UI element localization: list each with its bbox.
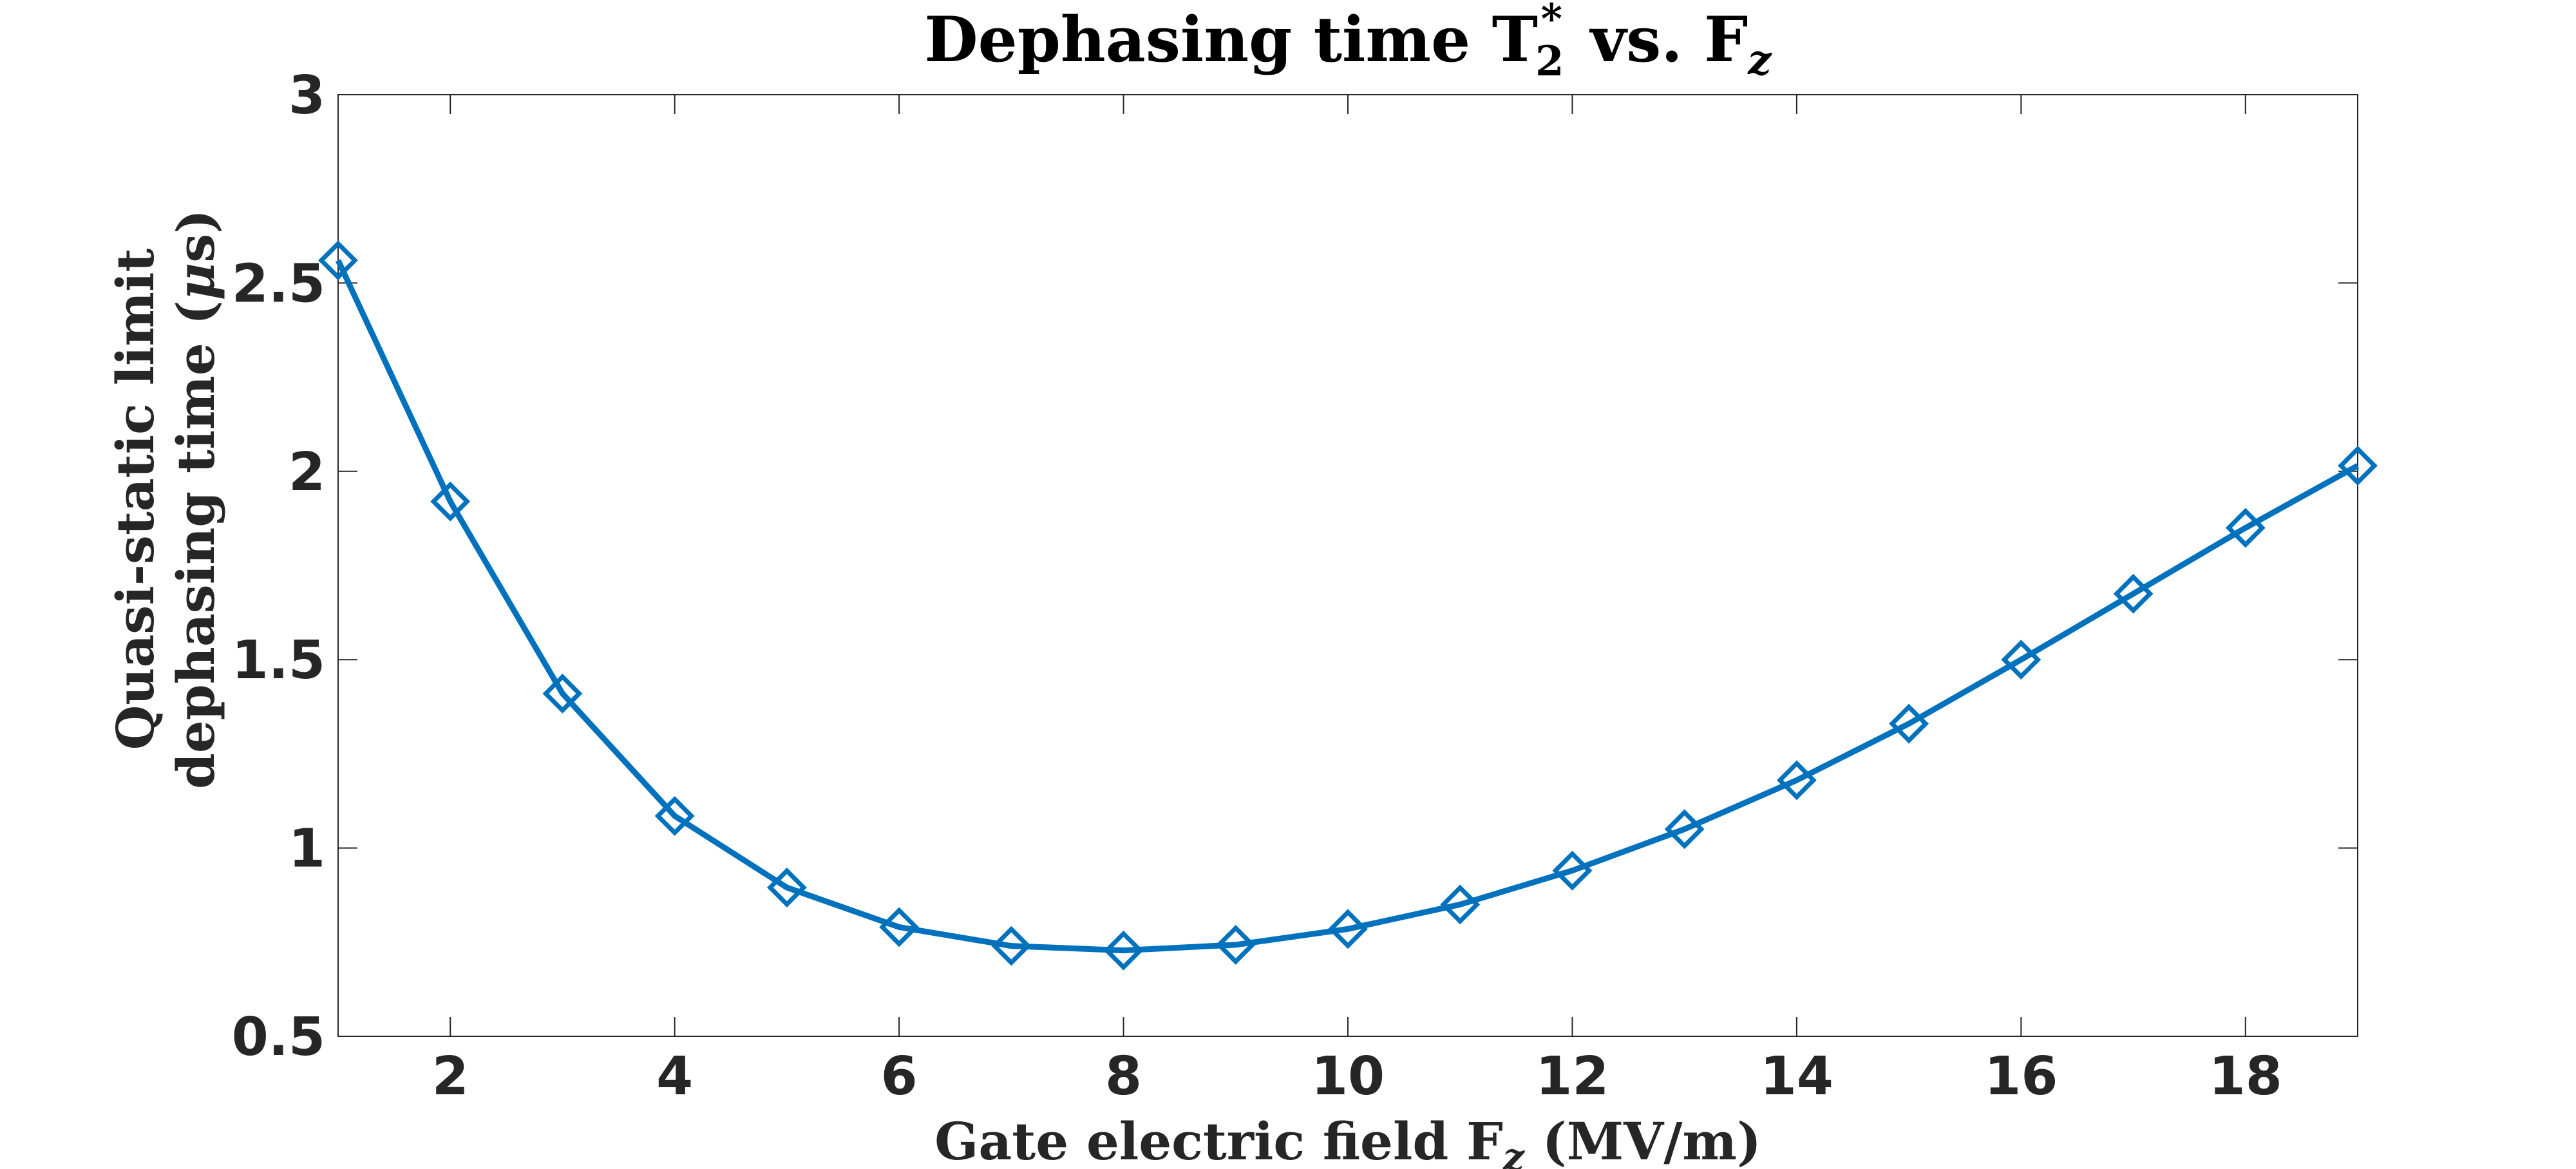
data-point-marker: [991, 926, 1032, 966]
x-tick-label: 18: [2209, 1046, 2282, 1107]
data-point-marker: [1440, 884, 1481, 925]
plot-background: [337, 94, 2358, 1037]
y-tick-label: 3: [289, 65, 325, 126]
y-axis-label-line1: Quasi-static limit: [105, 249, 166, 750]
data-point-marker: [430, 481, 471, 522]
data-point-marker: [1552, 850, 1593, 891]
data-point-marker: [879, 907, 920, 947]
axis-ticks: [338, 94, 2358, 1037]
data-point-marker: [1889, 703, 1929, 744]
data-point-marker: [1215, 924, 1256, 965]
y-tick-label: 1: [289, 819, 325, 880]
data-point-marker: [542, 673, 583, 714]
x-tick-label: 12: [1535, 1046, 1609, 1107]
data-point-marker: [2225, 508, 2266, 548]
x-tick-label: 2: [432, 1046, 469, 1107]
y-axis-label: Quasi-static limit dephasing time (μs): [105, 209, 226, 789]
x-axis-label: Gate electric field Fz (MV/m): [934, 1111, 1761, 1169]
y-tick-label: 0.5: [232, 1007, 325, 1068]
data-point-marker: [2001, 640, 2041, 680]
data-point-marker: [1103, 930, 1144, 971]
data-point-marker: [766, 868, 807, 908]
y-tick-label: 2.5: [232, 253, 325, 314]
y-axis-label-line2: dephasing time (μs): [166, 209, 226, 789]
data-point-marker: [1776, 760, 1817, 801]
series-layer: [318, 240, 2378, 971]
y-tick-label: 1.5: [232, 630, 325, 691]
x-tick-label: 14: [1760, 1046, 1833, 1107]
data-point-marker: [654, 795, 695, 836]
data-point-marker: [1664, 809, 1705, 850]
x-tick-label: 16: [1984, 1046, 2058, 1107]
data-point-marker: [2338, 446, 2378, 486]
tick-labels: 2 4 6 8 10 12 14 16 18 0.5 1 1.5 2 2.5 3: [232, 65, 2282, 1107]
series-line: [335, 259, 2360, 954]
x-tick-label: 8: [1105, 1046, 1142, 1107]
x-tick-label: 10: [1311, 1046, 1385, 1107]
y-tick-label: 2: [289, 442, 325, 503]
data-point-marker: [2113, 573, 2154, 614]
data-point-marker: [1328, 909, 1368, 949]
x-tick-label: 6: [881, 1046, 918, 1107]
chart-title: Dephasing time T2* vs. Fz: [924, 0, 1772, 86]
x-tick-label: 4: [656, 1046, 693, 1107]
data-point-marker: [318, 240, 358, 281]
